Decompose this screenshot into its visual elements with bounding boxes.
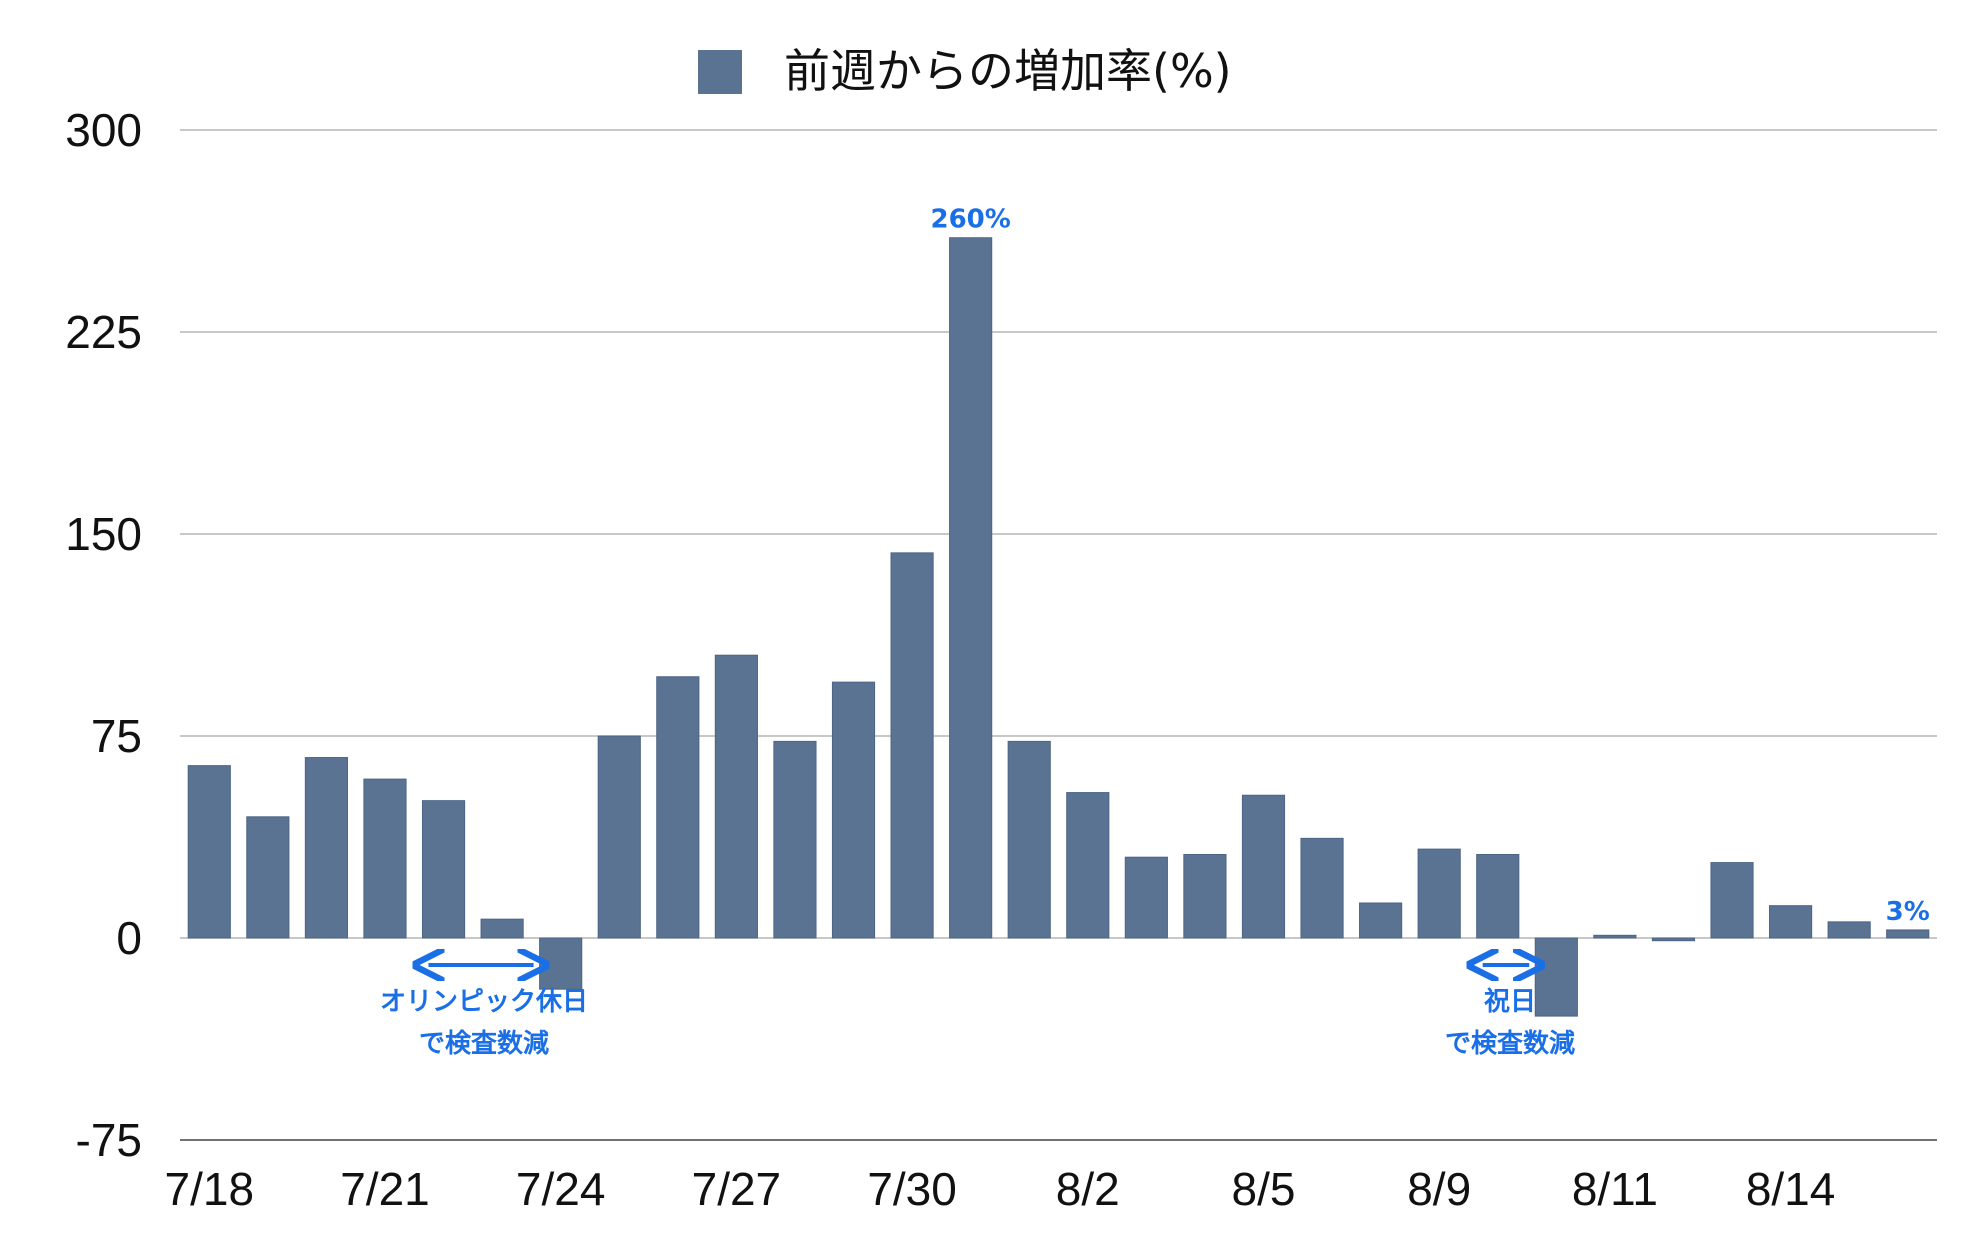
bar [1183,854,1227,939]
bar [1593,934,1637,939]
bar [949,237,993,939]
y-tick-label: 225 [65,306,142,358]
annotation-olympic-line: オリンピック休日 [380,987,588,1017]
bar [1300,837,1344,939]
x-tick-label: 7/27 [692,1163,782,1215]
gridlines [180,129,1937,1141]
bar [1827,921,1871,939]
legend: 前週からの増加率(%) [698,44,1232,98]
bar [1007,740,1051,939]
x-tick-label: 7/30 [867,1163,957,1215]
x-tick-label: 8/14 [1746,1163,1836,1215]
bar [421,800,466,939]
x-tick-label: 7/18 [165,1163,255,1215]
bar [1768,905,1813,939]
bar [714,654,758,939]
x-tick-label: 7/24 [516,1163,606,1215]
x-tick-label: 8/2 [1056,1163,1120,1215]
bar [363,778,407,939]
bars [187,237,1930,1017]
bar [1359,902,1403,939]
bar [597,735,641,939]
legend-swatch [698,50,742,94]
bar [1476,854,1520,939]
legend-label: 前週からの増加率(%) [784,44,1232,98]
annotation-holiday-line: で検査数減 [1445,1029,1575,1059]
bar [304,757,349,939]
bar [831,681,876,939]
y-tick-label: 300 [65,104,142,156]
x-axis: 7/18 7/21 7/24 7/27 7/30 8/2 8/5 8/9 8/11 8/14 [165,1163,1836,1215]
bar [1651,937,1696,942]
bar [656,676,700,939]
data-label-peak: 260% [930,205,1010,235]
bar [1241,794,1286,939]
bar [1066,792,1110,939]
data-label-last: 3% [1886,897,1930,927]
y-axis: 300 225 150 75 0 -75 [65,104,142,1166]
bar [1417,848,1461,939]
x-tick-label: 8/5 [1232,1163,1296,1215]
annotation-holiday-line: 祝日 [1484,987,1536,1017]
bar [773,740,817,939]
y-tick-label: 75 [91,710,142,762]
x-tick-label: 8/9 [1407,1163,1471,1215]
bar [890,552,934,939]
y-tick-label: 150 [65,508,142,560]
y-tick-label: -75 [76,1114,142,1166]
bar [1710,862,1754,939]
bar [1124,856,1168,939]
bar [1886,929,1930,939]
bar [480,918,524,939]
y-tick-label: 0 [116,912,142,964]
x-tick-label: 7/21 [340,1163,430,1215]
annotation-olympic-line: で検査数減 [419,1029,549,1059]
bar [539,937,583,990]
x-tick-label: 8/11 [1572,1163,1658,1215]
bar [246,816,290,939]
bar [1534,937,1578,1017]
bar [187,765,231,939]
